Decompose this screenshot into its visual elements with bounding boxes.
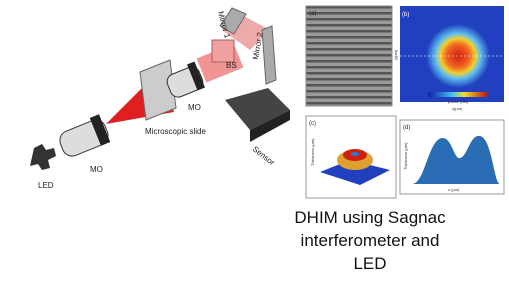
axis-label: y(μm) <box>393 49 398 60</box>
caption: LED <box>353 254 386 273</box>
label: BS <box>226 61 237 70</box>
label: LED <box>38 181 54 190</box>
colorbar-label: phase (rad) <box>448 99 469 104</box>
caption: interferometer and <box>301 231 440 250</box>
objective-1 <box>57 114 111 159</box>
axis-label: Thickness (μm) <box>403 142 408 170</box>
panel-b: phase (rad) x(μm) y(μm) (b) <box>393 6 504 111</box>
beam-splitter <box>212 40 234 62</box>
panel-label: (b) <box>402 12 409 18</box>
label: Microscopic slide <box>145 127 206 136</box>
axis-label: x (μm) <box>448 187 460 192</box>
panel-label: (c) <box>309 121 316 127</box>
led-icon <box>30 144 56 170</box>
label: Sensor <box>251 144 277 167</box>
panel-d: Thickness (μm) x (μm) (d) <box>400 120 504 194</box>
caption: DHIM using Sagnac <box>294 208 446 227</box>
label: MO <box>90 165 103 174</box>
axis-label: x(μm) <box>452 106 463 111</box>
panel-label: (d) <box>403 125 410 131</box>
setup-diagram: LED MO Microscopic slide MO BS Mirror 1 … <box>30 8 290 190</box>
panel-label: (a) <box>309 11 316 17</box>
axis-label: Thickness (μm) <box>310 138 315 166</box>
fringe-image <box>306 6 392 106</box>
label: MO <box>188 103 201 112</box>
figure: LED MO Microscopic slide MO BS Mirror 1 … <box>0 0 509 277</box>
panel-a: (a) <box>306 6 392 106</box>
panel-c: Thickness (μm) (c) <box>306 116 396 198</box>
